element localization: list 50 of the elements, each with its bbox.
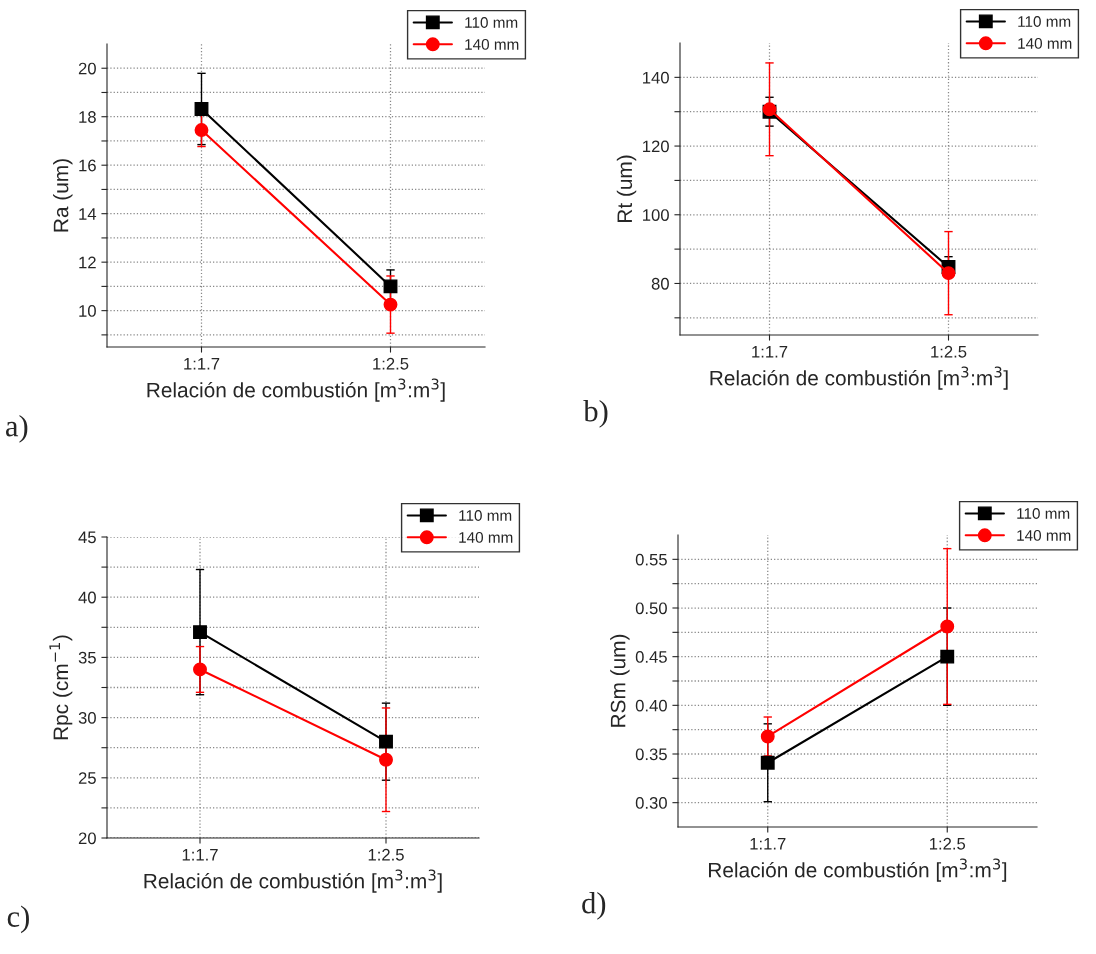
y-tick-label: 30 xyxy=(78,712,96,724)
x-axis-title: Relación de combustión [m$^{3}$:m$^{3}$] xyxy=(147,378,445,402)
y-axis-title: Ra (um) xyxy=(53,159,73,232)
legend-label: 110 mm xyxy=(1017,508,1070,519)
legend-label: 140 mm xyxy=(1017,529,1071,541)
x-axis-title: Relación de combustión [m$^{3}$:m$^{3}$] xyxy=(710,366,1008,390)
x-tick-label: 1:1.7 xyxy=(750,838,786,850)
y-tick-label: 12 xyxy=(79,256,96,269)
x-axis-title: Relación de combustión [m$^{3}$:m$^{3}$] xyxy=(144,869,442,893)
legend-label: 140 mm xyxy=(459,531,513,543)
y-tick-label: 14 xyxy=(79,208,97,220)
y-tick-label: 80 xyxy=(651,277,669,290)
y-tick-label: 18 xyxy=(79,111,96,123)
x-tick-label: 1:1.7 xyxy=(184,358,220,370)
y-axis-title: RSm (um) xyxy=(610,634,630,727)
y-tick-label: 0.35 xyxy=(635,748,667,761)
x-axis-title: Relación de combustión [m$^{3}$:m$^{3}$] xyxy=(709,858,1007,882)
x-tick-label: 1:1.7 xyxy=(752,346,788,358)
y-axis-title: Rpc (cm$^{−1}$) xyxy=(49,635,73,740)
y-tick-label: 140 xyxy=(643,71,669,84)
x-tick-label: 1:1.7 xyxy=(182,849,218,861)
x-tick-label: 1:2.5 xyxy=(929,837,966,850)
x-tick-label: 1:2.5 xyxy=(373,357,409,370)
y-tick-label: 20 xyxy=(78,832,96,845)
y-tick-label: 0.55 xyxy=(635,553,667,566)
text: a) xyxy=(6,414,28,443)
y-tick-label: 100 xyxy=(643,209,669,221)
y-tick-label: 10 xyxy=(79,305,96,317)
text: b) xyxy=(583,399,608,428)
y-tick-label: 25 xyxy=(78,772,96,784)
y-tick-label: 20 xyxy=(78,62,96,75)
y-tick-label: 0.30 xyxy=(635,797,667,809)
y-tick-label: 0.50 xyxy=(635,602,667,615)
legend-label: 110 mm xyxy=(1018,16,1071,27)
y-tick-label: 40 xyxy=(78,591,96,604)
legend-label: 110 mm xyxy=(465,17,518,28)
x-tick-label: 1:2.5 xyxy=(368,848,404,861)
legend-label: 140 mm xyxy=(465,38,519,50)
y-tick-label: 35 xyxy=(78,651,96,664)
y-tick-label: 16 xyxy=(79,159,96,172)
text: c) xyxy=(7,905,29,934)
y-tick-label: 45 xyxy=(78,531,96,544)
y-tick-label: 120 xyxy=(643,140,669,153)
text: d) xyxy=(582,891,606,920)
legend-label: 140 mm xyxy=(1018,37,1072,49)
y-axis-title: Rt (um) xyxy=(616,155,637,223)
y-tick-label: 0.40 xyxy=(635,699,667,712)
x-tick-label: 1:2.5 xyxy=(931,345,967,358)
legend-label: 110 mm xyxy=(459,510,512,521)
y-tick-label: 0.45 xyxy=(635,651,667,663)
